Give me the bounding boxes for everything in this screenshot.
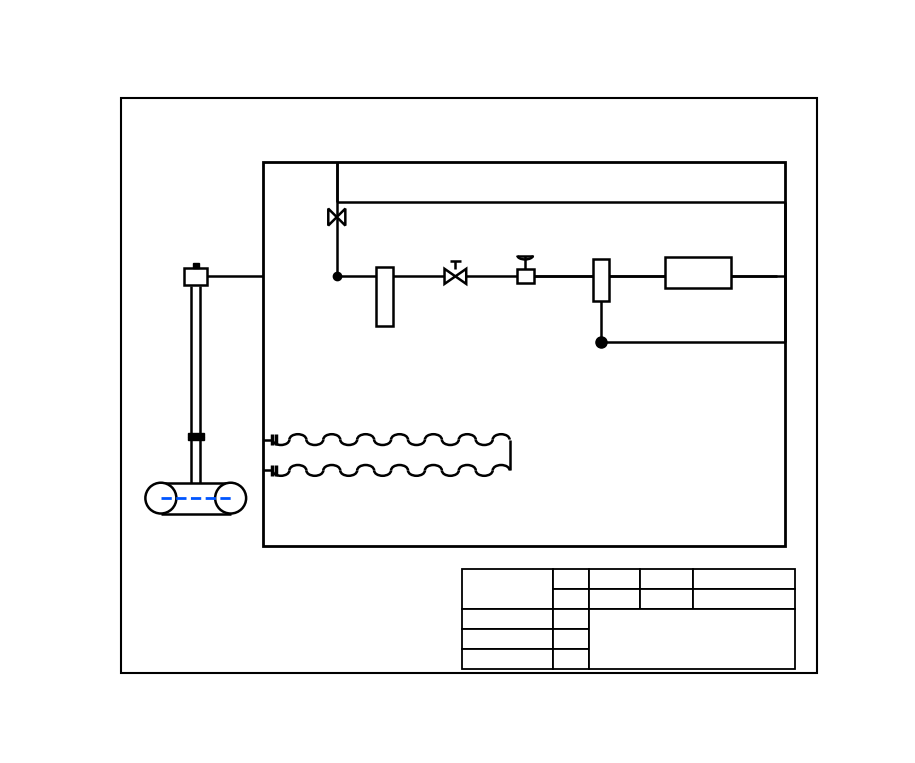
- Circle shape: [215, 483, 246, 513]
- Bar: [553, 629, 589, 649]
- Bar: [193, 262, 199, 268]
- Circle shape: [145, 483, 177, 513]
- Bar: [553, 569, 589, 589]
- Polygon shape: [328, 208, 337, 226]
- Bar: [589, 589, 640, 609]
- Bar: [553, 649, 589, 669]
- Bar: [553, 589, 589, 609]
- Bar: [589, 609, 795, 669]
- Bar: [589, 569, 640, 589]
- Bar: [640, 569, 693, 589]
- Bar: [693, 589, 795, 609]
- Bar: [693, 569, 795, 589]
- Bar: [461, 609, 553, 629]
- Bar: [640, 589, 693, 609]
- Bar: [593, 259, 608, 301]
- Bar: [461, 649, 553, 669]
- Bar: [461, 569, 553, 609]
- Polygon shape: [445, 269, 456, 284]
- Bar: [461, 629, 553, 649]
- Polygon shape: [456, 269, 467, 284]
- Bar: [664, 257, 730, 288]
- Bar: [188, 436, 203, 440]
- Bar: [517, 269, 533, 283]
- Bar: [375, 267, 393, 327]
- Bar: [553, 609, 589, 629]
- Bar: [264, 163, 785, 546]
- Polygon shape: [337, 208, 345, 226]
- Bar: [184, 268, 208, 285]
- Bar: [188, 433, 203, 436]
